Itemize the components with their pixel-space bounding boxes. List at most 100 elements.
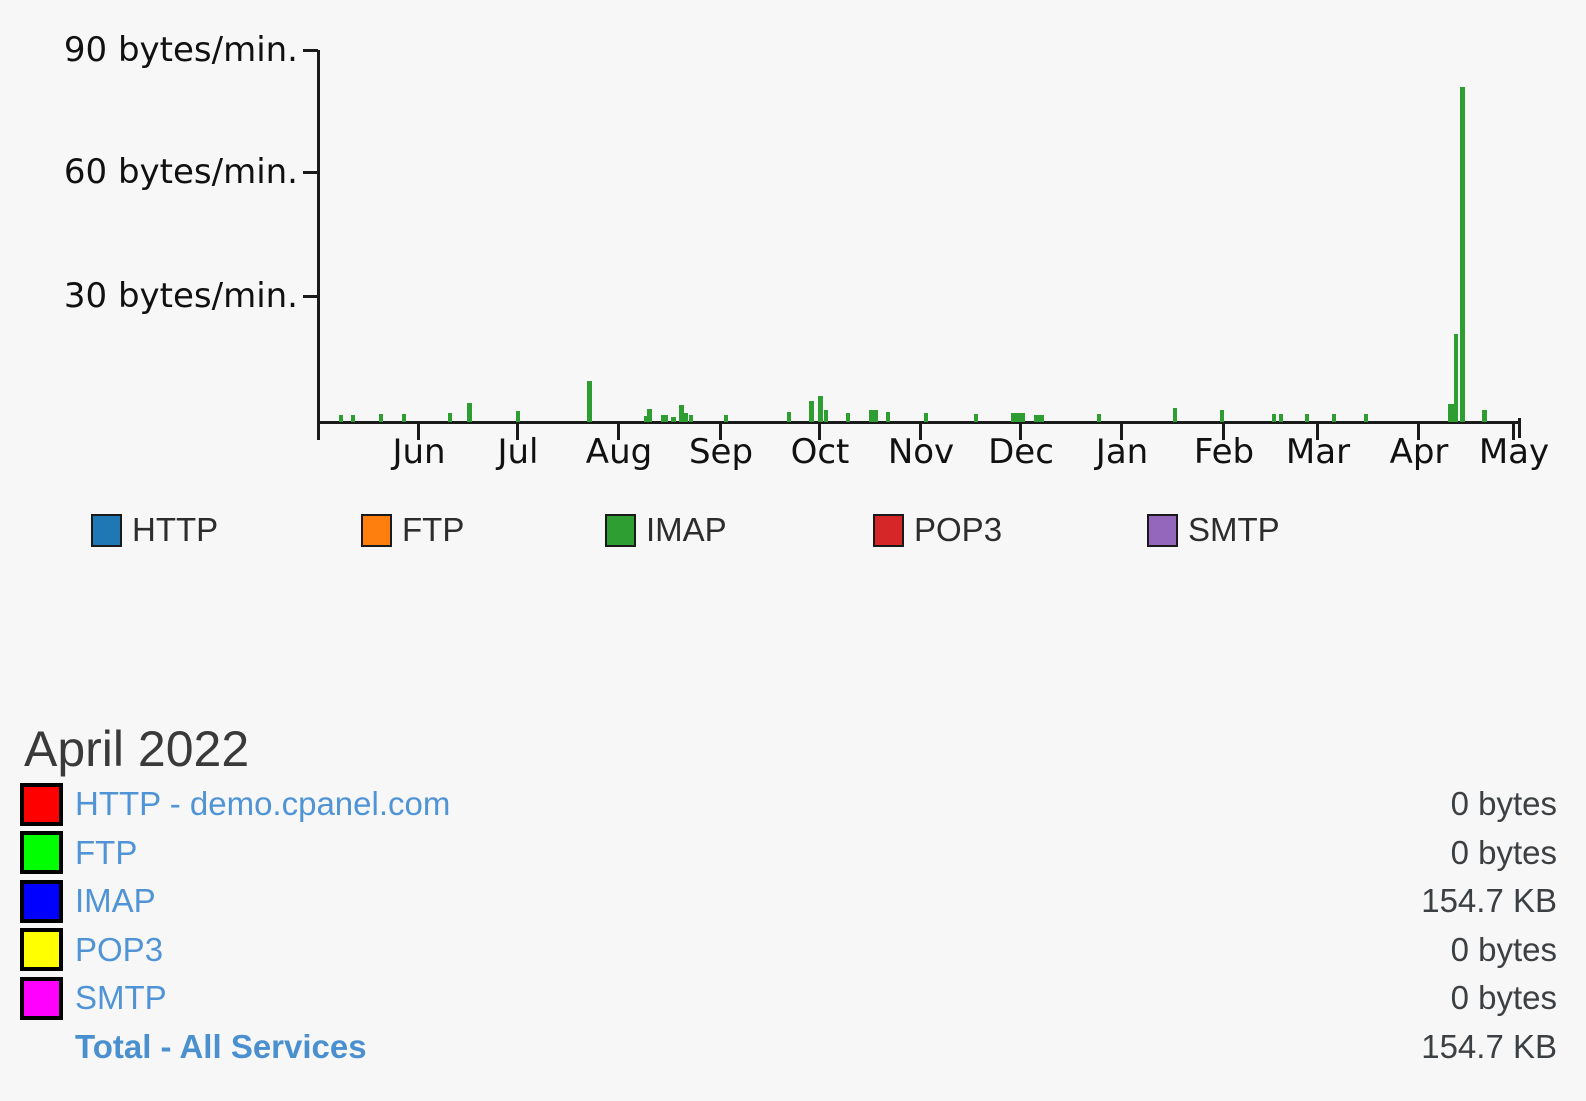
x-axis-tick-label: Feb: [1193, 432, 1255, 472]
x-axis-line: [317, 421, 1521, 424]
bandwidth-chart: 90 bytes/min. 60 bytes/min. 30 bytes/min. J…: [63, 30, 1549, 472]
imap-bar: [974, 414, 978, 422]
imap-link[interactable]: IMAP: [75, 882, 156, 920]
http-usage-value: 0 bytes: [1450, 785, 1557, 823]
legend-label: IMAP: [646, 511, 727, 548]
imap-bar: [1448, 404, 1458, 422]
x-axis-tick-label: Sep: [688, 432, 754, 472]
imap-bar: [924, 413, 928, 422]
imap-bar: [516, 411, 520, 422]
x-axis-tick: [919, 424, 922, 440]
imap-bar: [846, 413, 850, 422]
imap-bar: [869, 410, 878, 422]
x-axis-end-tick: [1518, 418, 1521, 438]
x-axis-tick-label: Oct: [790, 432, 850, 472]
imap-row-swatch: [20, 879, 63, 923]
imap-bar: [1097, 414, 1101, 422]
legend-item-ftp: FTP: [361, 511, 464, 549]
month-heading: April 2022: [24, 720, 250, 777]
x-axis-tick: [516, 424, 519, 440]
imap-bar: [1454, 334, 1458, 422]
total-label: Total - All Services: [75, 1027, 367, 1065]
http-link[interactable]: HTTP - demo.cpanel.com: [75, 785, 451, 823]
smtp-swatch: [1147, 513, 1178, 547]
imap-bar: [1011, 413, 1025, 422]
imap-bar: [661, 415, 668, 422]
imap-bar: [809, 401, 814, 422]
smtp-row-swatch: [20, 976, 63, 1020]
http-swatch: [91, 513, 122, 547]
imap-bar: [1279, 414, 1283, 422]
smtp-link[interactable]: SMTP: [75, 979, 167, 1017]
x-axis-tick: [1019, 424, 1022, 440]
imap-bar: [818, 396, 823, 422]
pop3-link[interactable]: POP3: [75, 930, 164, 968]
service-usage-table: HTTP - demo.cpanel.com 0 bytes FTP 0 byt…: [20, 780, 1557, 1071]
x-axis-tick-label: Nov: [887, 432, 955, 472]
imap-bar: [689, 415, 693, 422]
imap-bar: [339, 415, 343, 422]
imap-bar: [1332, 414, 1336, 422]
imap-bar: [644, 416, 647, 422]
imap-bar: [824, 410, 828, 422]
imap-bar: [1173, 408, 1177, 422]
ftp-row-swatch: [20, 831, 63, 875]
imap-bar: [1305, 414, 1309, 422]
imap-bar: [1460, 87, 1465, 422]
pop3-swatch: [873, 513, 904, 547]
ftp-usage-value: 0 bytes: [1450, 833, 1557, 871]
imap-bar: [402, 414, 406, 422]
imap-bar: [587, 381, 592, 422]
x-axis-tick: [1512, 424, 1515, 440]
legend-item-pop3: POP3: [873, 511, 1002, 549]
y-axis-tick-label: 30 bytes/min.: [63, 276, 298, 316]
x-axis-tick-label: Aug: [585, 432, 653, 472]
x-axis-tick-label: Jul: [497, 432, 539, 472]
x-axis-tick: [1316, 424, 1319, 440]
imap-bar: [379, 414, 383, 422]
table-row-http: HTTP - demo.cpanel.com 0 bytes: [20, 780, 1557, 829]
imap-bar: [724, 415, 728, 422]
imap-bar: [787, 412, 791, 422]
legend-label: HTTP: [132, 511, 219, 548]
x-axis-tick-label: Mar: [1285, 432, 1351, 472]
pop3-row-swatch: [20, 928, 63, 972]
x-axis-tick: [719, 424, 722, 440]
imap-bar: [684, 413, 688, 422]
imap-bar: [679, 405, 684, 422]
table-row-total: Total - All Services 154.7 KB: [20, 1023, 1557, 1072]
y-axis-tick: [303, 49, 318, 52]
x-axis-tick: [417, 424, 420, 440]
x-axis-tick: [1222, 424, 1225, 440]
imap-bar: [1272, 414, 1276, 422]
imap-bar: [1482, 410, 1487, 422]
x-axis-tick: [818, 424, 821, 440]
table-row-smtp: SMTP 0 bytes: [20, 974, 1557, 1023]
imap-bar: [1364, 414, 1368, 422]
imap-usage-value: 154.7 KB: [1421, 882, 1557, 920]
legend-label: FTP: [402, 511, 465, 548]
imap-bar: [351, 415, 355, 422]
imap-bar: [1034, 415, 1044, 422]
y-axis-tick: [303, 295, 318, 298]
table-row-pop3: POP3 0 bytes: [20, 926, 1557, 975]
legend-label: POP3: [914, 511, 1003, 548]
imap-bar: [467, 403, 472, 422]
pop3-usage-value: 0 bytes: [1450, 930, 1557, 968]
table-row-imap: IMAP 154.7 KB: [20, 877, 1557, 926]
x-axis-tick-label: Jun: [392, 432, 446, 472]
imap-bar: [671, 417, 676, 422]
y-axis-line: [317, 50, 320, 440]
table-row-ftp: FTP 0 bytes: [20, 829, 1557, 878]
ftp-link[interactable]: FTP: [75, 833, 138, 871]
imap-swatch: [605, 513, 636, 547]
http-row-swatch: [20, 782, 63, 826]
ftp-swatch: [361, 513, 392, 547]
y-axis-tick-label: 90 bytes/min.: [63, 30, 298, 70]
x-axis-tick-label: Dec: [988, 432, 1054, 472]
imap-bar: [886, 412, 890, 422]
x-axis-tick: [617, 424, 620, 440]
x-axis-tick-label: Jan: [1095, 432, 1149, 472]
imap-bar: [647, 409, 652, 422]
imap-bar: [448, 413, 452, 422]
